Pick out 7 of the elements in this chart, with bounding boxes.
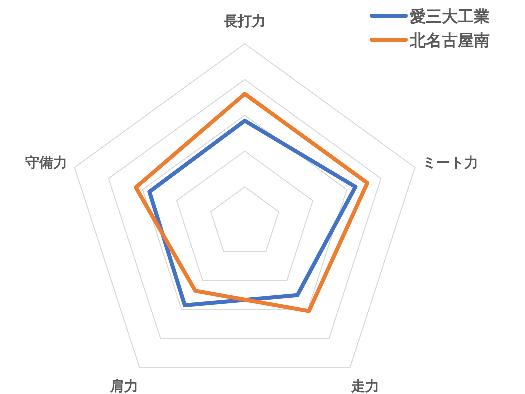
spoke-label: 肩力 — [109, 378, 138, 394]
spoke-label: ミート力 — [422, 156, 479, 172]
spoke-label: 守備力 — [25, 154, 68, 172]
spoke-label: 長打力 — [223, 14, 266, 30]
legend-label: 北名古屋南 — [409, 31, 490, 50]
legend-label: 愛三大工業 — [410, 7, 490, 26]
spoke-label: 走力 — [350, 378, 380, 394]
